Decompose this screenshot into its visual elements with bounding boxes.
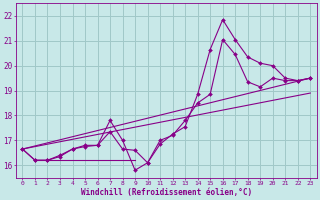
X-axis label: Windchill (Refroidissement éolien,°C): Windchill (Refroidissement éolien,°C) — [81, 188, 252, 197]
